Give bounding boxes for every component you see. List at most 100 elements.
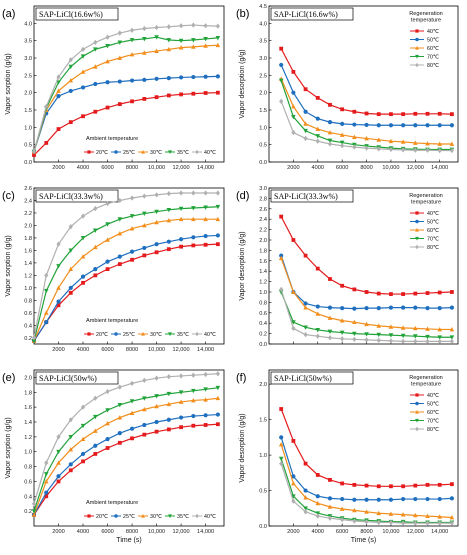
data-point <box>400 512 406 517</box>
data-point <box>215 23 220 29</box>
data-point <box>105 259 110 264</box>
data-point <box>203 233 208 239</box>
data-point <box>142 406 147 412</box>
series-20℃ <box>32 422 220 517</box>
data-point <box>413 140 418 145</box>
data-point <box>81 459 85 464</box>
data-point <box>117 55 123 60</box>
legend-label: 80℃ <box>427 245 439 251</box>
panel-d: (d) SAP-LiCl(33.3w%) 0.0 0.2 0.4 0.6 0.8 1.0 1.2… <box>236 186 459 348</box>
data-point <box>178 390 184 395</box>
y-tick-label: 0.8 <box>24 465 32 471</box>
data-point <box>376 510 382 516</box>
legend-item: 40℃ <box>410 29 439 35</box>
data-point <box>401 123 406 128</box>
y-tick-label: 1.5 <box>259 108 267 114</box>
y-axis-label: Vapor desorption (g/g) <box>239 231 246 300</box>
data-point <box>376 137 382 142</box>
y-tick-label: 3.5 <box>259 39 267 45</box>
data-point <box>154 242 159 247</box>
data-point <box>68 120 73 125</box>
data-point <box>191 243 196 248</box>
data-point <box>44 320 49 325</box>
data-point <box>327 305 333 310</box>
legend-label: 80℃ <box>427 63 439 69</box>
data-point <box>117 440 122 445</box>
legend-marker <box>87 150 91 154</box>
data-point <box>117 431 122 436</box>
legend-marker <box>168 514 172 519</box>
data-point <box>80 236 86 241</box>
data-point <box>31 512 37 517</box>
data-point <box>388 305 394 310</box>
data-point <box>339 506 345 511</box>
data-point <box>400 325 406 330</box>
data-point <box>178 206 184 212</box>
data-point <box>203 37 208 42</box>
data-point <box>93 47 98 52</box>
data-point <box>413 334 418 339</box>
legend-label: 40℃ <box>427 393 439 399</box>
series-20℃ <box>32 90 220 157</box>
data-point <box>425 111 430 116</box>
data-point <box>388 333 394 338</box>
data-point <box>68 78 74 83</box>
y-tick-label: 2.0 <box>24 91 32 97</box>
data-point <box>81 280 85 285</box>
x-tick-label: 4000 <box>312 529 324 535</box>
y-tick-label: 2.4 <box>259 217 267 223</box>
data-point <box>449 335 455 340</box>
x-tick-label: 10,000 <box>148 165 165 171</box>
legend-label: 30℃ <box>150 514 162 520</box>
data-point <box>203 242 208 247</box>
data-point <box>44 141 49 145</box>
data-point <box>56 449 61 455</box>
data-point <box>215 422 220 427</box>
data-point <box>166 391 172 397</box>
data-point <box>279 46 284 51</box>
data-point <box>166 217 172 223</box>
data-point <box>179 92 183 97</box>
data-point <box>80 451 86 457</box>
data-point <box>56 285 61 290</box>
data-point <box>340 481 345 486</box>
data-point <box>56 434 61 440</box>
legend-marker <box>415 62 419 68</box>
y-tick-label: 0.6 <box>259 311 267 317</box>
panel-e: (e) SAP-LiCl(50w%) 0.2 0.4 0.6 0.8 1.0 1.2 1.4 1.… <box>2 369 225 544</box>
data-point <box>44 494 49 499</box>
legend-marker <box>114 150 118 154</box>
data-point <box>303 488 308 493</box>
series-line <box>33 423 218 516</box>
data-point <box>93 39 98 46</box>
legend-marker <box>195 149 199 155</box>
y-tick-label: 1.0 <box>259 290 267 296</box>
data-point <box>179 425 183 430</box>
panel-title-box: SAP-LiCl(50w%) <box>270 371 354 385</box>
data-point <box>203 205 208 210</box>
series-40℃ <box>279 214 454 296</box>
x-tick-label: 10,000 <box>148 347 165 353</box>
data-point <box>425 513 430 518</box>
x-tick-label: 12,000 <box>407 529 424 535</box>
data-point <box>130 436 134 441</box>
legend-label: 25℃ <box>123 514 135 520</box>
data-point <box>291 90 296 95</box>
data-point <box>203 91 208 95</box>
data-point <box>154 24 159 31</box>
data-point <box>364 332 369 337</box>
data-point <box>401 305 406 310</box>
data-point <box>117 102 122 107</box>
series-line <box>33 36 218 152</box>
data-point <box>117 415 123 420</box>
plot-frame <box>33 5 225 163</box>
data-point <box>425 291 430 295</box>
data-point <box>376 306 381 311</box>
data-point <box>278 255 284 261</box>
data-point <box>364 321 369 327</box>
x-tick-label: 14,000 <box>197 529 214 535</box>
data-point <box>437 326 442 332</box>
plot-frame <box>33 187 225 345</box>
legend-label: 40℃ <box>204 332 216 338</box>
data-point <box>178 45 184 50</box>
